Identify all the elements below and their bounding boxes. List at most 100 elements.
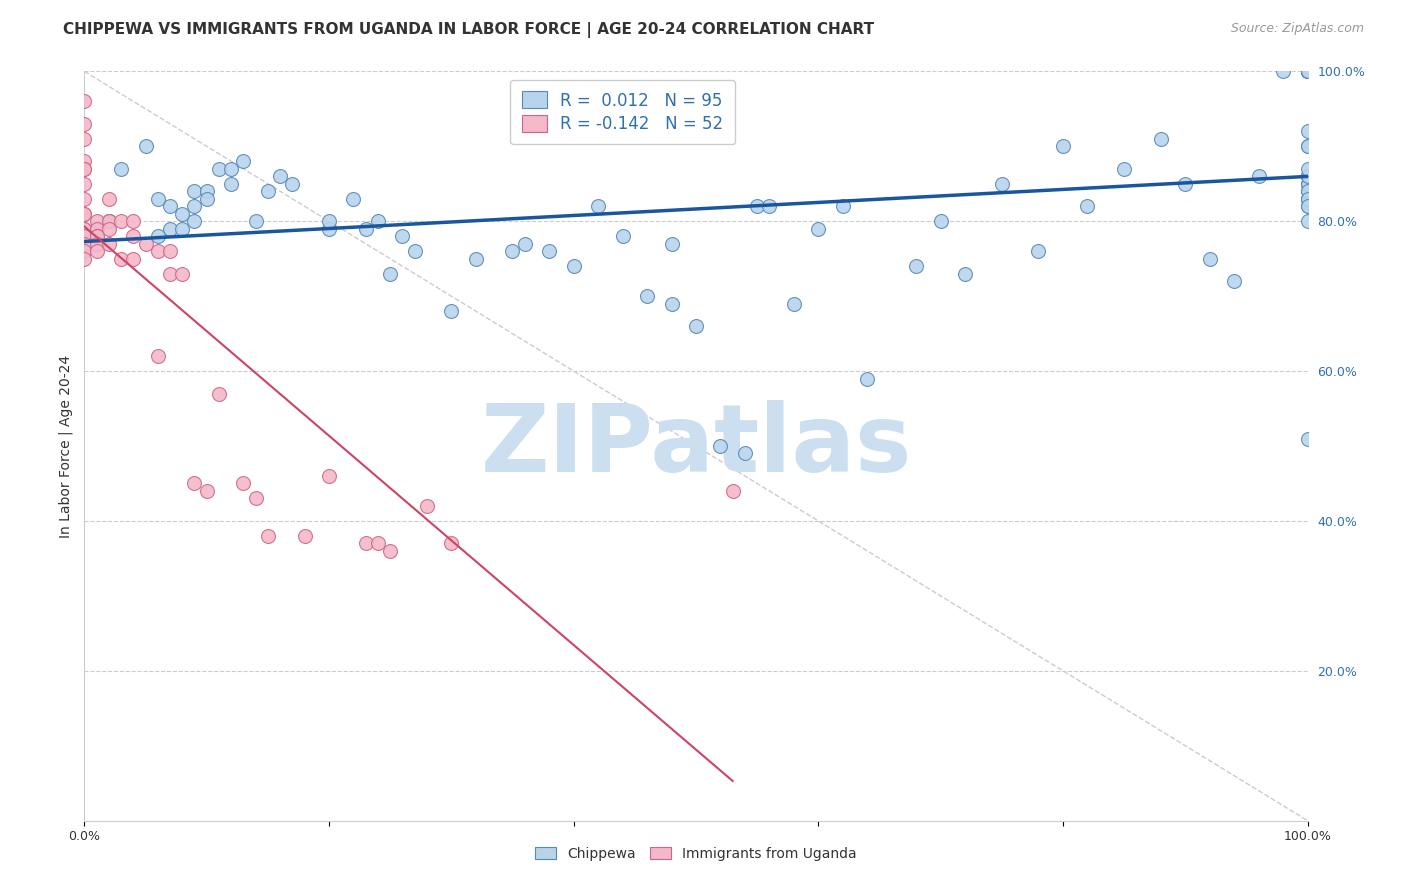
Point [86,221,108,235]
Point [257,529,280,543]
Point [1296,64,1319,78]
Point [562,259,585,273]
Point [183,199,205,213]
Point [146,244,169,259]
Point [73,117,96,131]
Point [1223,274,1246,288]
Point [513,236,536,251]
Point [97,214,120,228]
Point [294,529,316,543]
Point [195,184,218,198]
Point [661,236,683,251]
Point [1296,177,1319,191]
Point [1296,124,1319,138]
Point [97,221,120,235]
Point [195,192,218,206]
Point [709,439,731,453]
Point [1296,64,1319,78]
Point [208,161,231,176]
Point [1296,64,1319,78]
Point [1296,64,1319,78]
Point [86,236,108,251]
Point [146,192,169,206]
Point [86,214,108,228]
Point [159,199,181,213]
Point [1296,139,1319,153]
Point [245,491,267,506]
Point [208,386,231,401]
Point [440,536,463,550]
Point [318,214,340,228]
Point [219,161,242,176]
Point [172,221,194,235]
Point [73,207,96,221]
Point [1028,244,1050,259]
Point [1296,177,1319,191]
Point [1272,64,1295,78]
Point [1296,199,1319,213]
Point [440,304,463,318]
Point [1296,161,1319,176]
Point [73,95,96,109]
Point [1296,64,1319,78]
Point [73,244,96,259]
Point [721,483,744,498]
Point [1076,199,1098,213]
Point [1296,214,1319,228]
Point [1296,192,1319,206]
Point [661,296,683,310]
Point [281,177,304,191]
Point [195,483,218,498]
Point [1296,192,1319,206]
Point [685,319,707,334]
Point [1296,184,1319,198]
Point [1296,139,1319,153]
Point [1052,139,1074,153]
Point [586,199,609,213]
Point [1296,64,1319,78]
Point [342,192,364,206]
Point [73,154,96,169]
Point [404,244,426,259]
Point [257,184,280,198]
Point [905,259,928,273]
Point [245,214,267,228]
Point [1296,64,1319,78]
Point [1296,64,1319,78]
Point [159,221,181,235]
Point [110,252,132,266]
Point [831,199,853,213]
Point [73,192,96,206]
Point [380,267,402,281]
Point [391,229,413,244]
Text: Source: ZipAtlas.com: Source: ZipAtlas.com [1230,22,1364,36]
Text: CHIPPEWA VS IMMIGRANTS FROM UGANDA IN LABOR FORCE | AGE 20-24 CORRELATION CHART: CHIPPEWA VS IMMIGRANTS FROM UGANDA IN LA… [63,22,875,38]
Point [183,214,205,228]
Point [1296,432,1319,446]
Point [232,476,254,491]
Point [758,199,780,213]
Point [1296,169,1319,184]
Legend: Chippewa, Immigrants from Uganda: Chippewa, Immigrants from Uganda [530,841,862,866]
Point [1247,169,1270,184]
Point [502,244,524,259]
Point [110,161,132,176]
Point [318,221,340,235]
Point [146,349,169,363]
Point [1296,64,1319,78]
Point [73,252,96,266]
Point [1296,64,1319,78]
Point [783,296,806,310]
Point [73,236,96,251]
Text: ZIPatlas: ZIPatlas [481,400,911,492]
Point [1296,169,1319,184]
Point [146,229,169,244]
Point [73,177,96,191]
Point [73,207,96,221]
Point [1296,64,1319,78]
Point [172,207,194,221]
Point [1150,132,1173,146]
Point [354,221,377,235]
Point [232,154,254,169]
Point [1296,177,1319,191]
